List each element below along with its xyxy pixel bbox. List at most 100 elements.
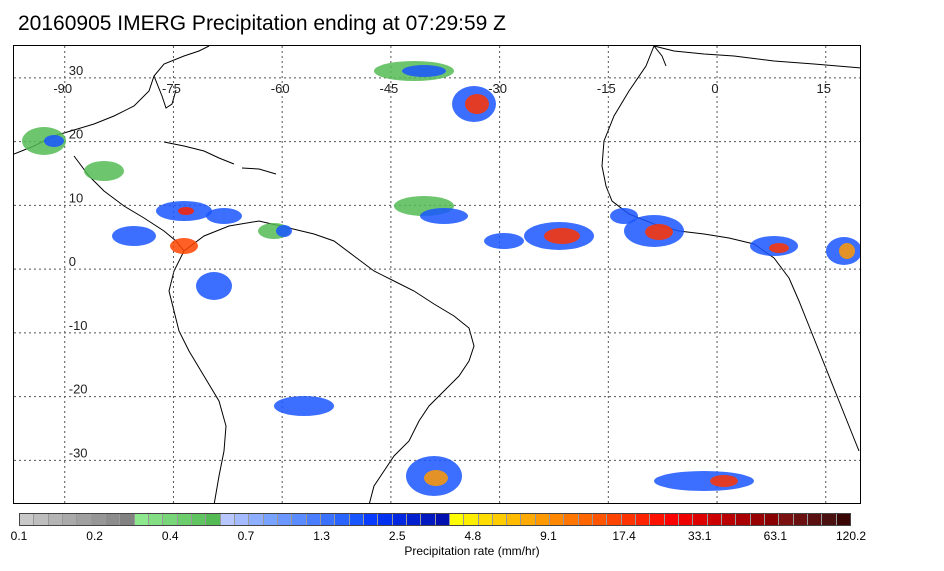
colorbar-cell: [722, 514, 737, 525]
colorbar-cell: [177, 514, 192, 525]
colorbar-cell: [163, 514, 178, 525]
colorbar-cell: [220, 514, 235, 525]
colorbar-cell: [507, 514, 522, 525]
colorbar-cell: [750, 514, 766, 525]
colorbar-cell: [249, 514, 264, 525]
colorbar-cell: [320, 514, 336, 525]
africa-north-coastline: [653, 46, 860, 69]
latitude-label: 0: [69, 254, 76, 269]
colorbar-cell: [48, 514, 63, 525]
precipitation-cell: [196, 272, 232, 300]
colorbar-cell: [808, 514, 823, 525]
colorbar-cell: [62, 514, 78, 525]
precipitation-cell: [402, 65, 446, 77]
colorbar-cell: [664, 514, 680, 525]
longitude-label: 0: [711, 81, 718, 96]
precipitation-cell: [839, 243, 855, 259]
colorbar-tick-label: 2.5: [388, 529, 406, 543]
colorbar-cell: [593, 514, 608, 525]
africa-coastline: [601, 46, 860, 452]
map-title: 20160905 IMERG Precipitation ending at 0…: [18, 12, 506, 35]
florida-coastline: [153, 75, 177, 109]
colorbar-cell: [421, 514, 436, 525]
longitude-label: -45: [379, 81, 398, 96]
colorbar-cell: [693, 514, 708, 525]
colorbar-cell: [478, 514, 493, 525]
precipitation-cell: [654, 471, 754, 491]
colorbar-cell: [20, 514, 35, 525]
colorbar-tick-label: 120.2: [835, 529, 867, 543]
longitude-label: -30: [488, 81, 507, 96]
precipitation-cell: [206, 208, 242, 224]
colorbar-cell: [378, 514, 393, 525]
longitude-label: -75: [162, 81, 181, 96]
latitude-label: -30: [69, 445, 88, 460]
colorbar-cell: [77, 514, 92, 525]
coastlines: [14, 46, 860, 503]
latitude-label: 10: [69, 190, 83, 205]
precipitation-cell: [424, 470, 448, 486]
colorbar-cell: [564, 514, 579, 525]
latitude-label: 20: [69, 127, 83, 142]
latitude-labels: 30 20 10 0 -10 -20 -30: [69, 63, 88, 461]
precipitation-cell: [769, 243, 789, 253]
precipitation-cell: [276, 225, 292, 237]
lat-lon-grid: [14, 46, 860, 503]
colorbar-cell: [134, 514, 149, 525]
colorbar-cell: [707, 514, 723, 525]
colorbar-cell: [206, 514, 221, 525]
colorbar-cell: [91, 514, 106, 525]
colorbar-cell: [191, 514, 207, 525]
colorbar-cell: [607, 514, 622, 525]
colorbar-cell: [578, 514, 594, 525]
colorbar-cell: [550, 514, 565, 525]
colorbar: [19, 513, 851, 526]
colorbar-cell: [105, 514, 121, 525]
colorbar-cell: [765, 514, 780, 525]
colorbar-tick-label: 1.3: [313, 529, 330, 543]
longitude-label: 15: [817, 81, 831, 96]
colorbar-cell: [836, 514, 851, 525]
colorbar-cell: [449, 514, 465, 525]
colorbar-cell: [650, 514, 665, 525]
map-canvas: -90 -75 -60 -45 -30 -15 0 15 30 20 10 0 -10 -20 -30: [14, 46, 860, 503]
colorbar-tick-label: 0.7: [237, 529, 255, 543]
colorbar-cell: [120, 514, 135, 525]
map-panel: -90 -75 -60 -45 -30 -15 0 15 30 20 10 0 -10 -20 -30: [13, 45, 861, 504]
precipitation-cell: [465, 94, 489, 114]
precipitation-cell: [610, 208, 638, 224]
precipitation-cell: [84, 161, 124, 181]
colorbar-tick-label: 0.4: [161, 529, 179, 543]
precipitation-field: [22, 61, 860, 496]
colorbar-tick-label: 9.1: [540, 529, 557, 543]
latitude-label: -20: [69, 382, 88, 397]
colorbar-tick-label: 17.4: [612, 529, 636, 543]
colorbar-cell: [406, 514, 422, 525]
cuba-coastline: [163, 141, 235, 165]
hispaniola-coastline: [241, 167, 277, 175]
colorbar-cell: [349, 514, 364, 525]
longitude-labels: -90 -75 -60 -45 -30 -15 0 15: [53, 81, 831, 96]
longitude-label: -15: [597, 81, 616, 96]
colorbar-tick-label: 4.8: [464, 529, 482, 543]
colorbar-cell: [521, 514, 536, 525]
colorbar-ticks: 0.1 0.2 0.4 0.7 1.3 2.5 4.8 9.1 17.4 33.1 63.1 120.…: [0, 529, 944, 545]
precipitation-cell: [484, 233, 524, 249]
colorbar-cell: [779, 514, 794, 525]
latitude-label: -10: [69, 318, 88, 333]
colorbar-cell: [822, 514, 837, 525]
colorbar-cell: [34, 514, 49, 525]
colorbar-cell: [363, 514, 379, 525]
precipitation-cell: [274, 396, 334, 416]
precipitation-cell: [178, 207, 194, 215]
precipitation-cell: [544, 228, 580, 244]
colorbar-cell: [793, 514, 809, 525]
colorbar-cell: [292, 514, 307, 525]
precipitation-cell: [112, 226, 156, 246]
colorbar-cell: [392, 514, 407, 525]
colorbar-cell: [335, 514, 350, 525]
precipitation-cell: [170, 238, 198, 254]
south-america-west-coastline: [168, 250, 227, 503]
precipitation-cell: [645, 224, 673, 240]
colorbar-cell: [263, 514, 278, 525]
